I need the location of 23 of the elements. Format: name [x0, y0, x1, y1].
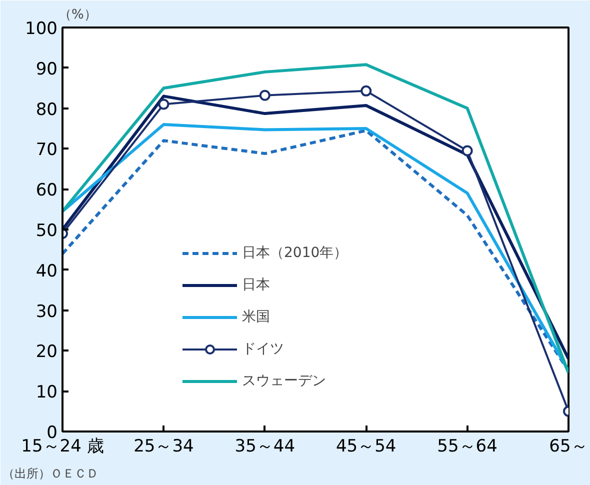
legend-label: 米国: [242, 308, 270, 326]
y-tick-label: 90: [36, 59, 58, 80]
x-tick-label: 35～44: [234, 436, 296, 456]
legend-label: 日本: [242, 276, 270, 294]
y-tick-label: 40: [36, 261, 58, 282]
y-tick-label: 60: [36, 180, 58, 201]
y-tick-label: 20: [36, 342, 58, 362]
legend-label: ドイツ: [242, 340, 284, 358]
y-tick-label: 0: [46, 423, 58, 443]
y-tick-label: 10: [36, 382, 58, 403]
y-tick-label: 30: [36, 302, 58, 322]
legend-label: 日本（2010年）: [242, 244, 348, 262]
y-tick-label: 80: [36, 100, 58, 120]
x-tick-label: 45～54: [336, 436, 396, 456]
x-tick-label: 65～: [549, 436, 588, 456]
text: （出所）ＯＥＣＤ: [2, 466, 98, 480]
legend-label: スウェーデン: [242, 372, 326, 390]
y-tick-label: 100: [25, 19, 58, 39]
y-tick-label: 50: [36, 221, 58, 241]
x-tick-label: 25～34: [134, 436, 194, 456]
x-tick-label: 55～64: [437, 436, 498, 456]
y-axis-title: （%）: [58, 8, 97, 22]
y-tick-label: 70: [36, 140, 58, 160]
